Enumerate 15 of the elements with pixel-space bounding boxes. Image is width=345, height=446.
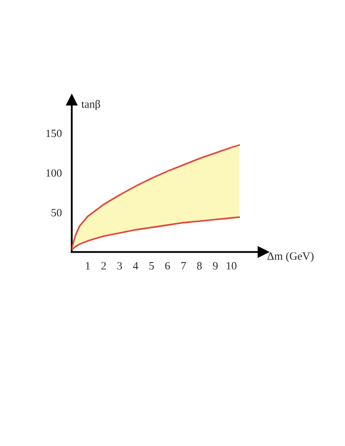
x-tick-label: 9 [212, 262, 218, 270]
x-tick-label: 1 [86, 262, 90, 270]
y-tick-label: 150 [46, 130, 62, 138]
x-tick-label: 3 [117, 262, 122, 270]
y-tick-label: 100 [46, 169, 62, 177]
y-tick-label: 50 [52, 208, 62, 216]
x-tick-label: 2 [101, 262, 106, 270]
x-tick-label: 7 [181, 262, 186, 270]
x-tick-label: 5 [149, 262, 154, 270]
x-tick-label: 6 [165, 262, 170, 270]
y-axis-title: tanβ [81, 100, 100, 110]
x-tick-label: 4 [133, 262, 138, 270]
x-tick-label: 10 [226, 262, 236, 270]
x-tick-label: 8 [197, 262, 202, 270]
x-axis-title: Δm (GeV) [267, 252, 314, 262]
